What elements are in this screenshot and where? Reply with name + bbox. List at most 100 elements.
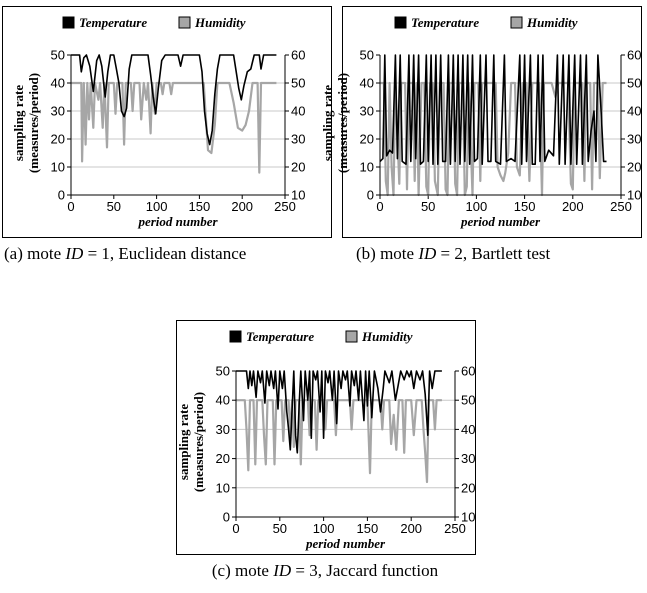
x-axis-label: period number — [460, 214, 541, 229]
chart-panel-b: Temperature Humidity 0 10 20 30 40 50 10 20 30 40 50… — [320, 6, 642, 238]
caption-a-prefix: (a) mote — [4, 244, 66, 263]
y-left-tick-label: 50 — [360, 48, 374, 63]
y-right-tick-label: 40 — [291, 104, 305, 119]
x-tick-label: 200 — [231, 199, 253, 214]
y-right-tick-label: 20 — [461, 480, 475, 495]
y-right-tick-label: 50 — [627, 76, 641, 91]
y-left-tick-label: 20 — [216, 451, 230, 466]
caption-c-suffix: = 3, Jaccard function — [291, 561, 439, 580]
x-tick-label: 50 — [273, 521, 287, 536]
legend-swatch-humidity — [178, 16, 191, 29]
legend-swatch-temperature — [62, 16, 75, 29]
x-axis-label: period number — [137, 214, 218, 229]
x-tick-label: 50 — [107, 199, 121, 214]
caption-b-prefix: (b) mote — [356, 244, 419, 263]
legend: Temperature Humidity — [394, 15, 578, 30]
series-line-temperature — [71, 54, 277, 146]
x-tick-label: 0 — [376, 199, 383, 214]
chart-a: Temperature Humidity 0 10 20 30 40 50 10 20 30 40 50… — [11, 15, 305, 229]
legend-label-temperature: Temperature — [411, 15, 479, 30]
x-tick-label: 100 — [146, 199, 168, 214]
y-right-tick-label: 30 — [291, 132, 305, 147]
caption-a-suffix: = 1, Euclidean distance — [83, 244, 247, 263]
y-left-tick-label: 20 — [51, 132, 65, 147]
y-axis-label-line1: sampling rate — [176, 404, 191, 480]
y-axis-label: sampling rate (measures/period) — [11, 73, 41, 173]
legend-swatch-temperature — [229, 330, 242, 343]
y-axis-label: sampling rate (measures/period) — [320, 73, 350, 173]
legend-label-humidity: Humidity — [194, 15, 246, 30]
x-tick-label: 250 — [274, 199, 296, 214]
legend-swatch-humidity — [345, 330, 358, 343]
y-left-tick-label: 10 — [360, 160, 374, 175]
y-right-tick-label: 20 — [291, 160, 305, 175]
x-tick-label: 150 — [357, 521, 379, 536]
caption-b-suffix: = 2, Bartlett test — [436, 244, 551, 263]
legend: Temperature Humidity — [229, 329, 413, 344]
y-left-tick-label: 50 — [216, 364, 230, 379]
x-tick-label: 150 — [189, 199, 211, 214]
caption-b: (b) mote ID = 2, Bartlett test — [356, 243, 646, 264]
chart-panel-c: Temperature Humidity 0 10 20 30 40 50 10 20 30 40 50… — [176, 320, 476, 555]
x-tick-label: 100 — [313, 521, 335, 536]
caption-a: (a) mote ID = 1, Euclidean distance — [4, 243, 330, 264]
x-tick-label: 100 — [466, 199, 488, 214]
y-right-tick-label: 10 — [461, 510, 475, 525]
series-line-temperature — [379, 54, 607, 165]
caption-c-id: ID — [273, 561, 292, 580]
chart-b: Temperature Humidity 0 10 20 30 40 50 10 20 30 40 50… — [320, 15, 641, 229]
x-tick-label: 0 — [67, 199, 74, 214]
y-left-tick-label: 20 — [360, 132, 374, 147]
y-right-tick-label: 10 — [291, 188, 305, 203]
y-left-tick-label: 30 — [360, 104, 374, 119]
y-axis-label-line2: (measures/period) — [335, 73, 350, 173]
y-left-tick-label: 0 — [223, 510, 230, 525]
x-tick-label: 250 — [444, 521, 466, 536]
y-left-tick-label: 10 — [51, 160, 65, 175]
series-line-humidity — [236, 399, 442, 484]
chart-panel-a: Temperature Humidity 0 10 20 30 40 50 10 20 30 40 50… — [2, 6, 332, 238]
y-axis-label-line1: sampling rate — [11, 85, 26, 161]
series-line-humidity — [71, 81, 277, 174]
y-right-tick-label: 60 — [461, 364, 475, 379]
legend-label-humidity: Humidity — [361, 329, 413, 344]
legend: Temperature Humidity — [62, 15, 246, 30]
y-right-tick-label: 30 — [627, 132, 641, 147]
y-left-tick-label: 0 — [58, 188, 65, 203]
x-tick-label: 250 — [610, 199, 632, 214]
legend-label-humidity: Humidity — [526, 15, 578, 30]
caption-c: (c) mote ID = 3, Jaccard function — [175, 560, 475, 581]
y-left-tick-label: 10 — [216, 480, 230, 495]
y-left-tick-label: 50 — [51, 48, 65, 63]
x-tick-label: 50 — [421, 199, 435, 214]
y-axis-label-line1: sampling rate — [320, 85, 335, 161]
y-right-tick-label: 20 — [627, 160, 641, 175]
y-axis-label-line2: (measures/period) — [191, 392, 206, 492]
y-right-tick-label: 40 — [461, 422, 475, 437]
y-left-tick-label: 40 — [216, 393, 230, 408]
y-right-tick-label: 60 — [291, 48, 305, 63]
caption-a-id: ID — [65, 244, 84, 263]
x-tick-label: 200 — [562, 199, 584, 214]
y-right-tick-label: 30 — [461, 451, 475, 466]
y-axis-label-line2: (measures/period) — [26, 73, 41, 173]
y-left-tick-label: 40 — [360, 76, 374, 91]
y-left-tick-label: 40 — [51, 76, 65, 91]
legend-swatch-temperature — [394, 16, 407, 29]
y-right-tick-label: 10 — [627, 188, 641, 203]
x-tick-label: 150 — [514, 199, 536, 214]
x-axis-label: period number — [305, 536, 386, 551]
x-tick-label: 200 — [400, 521, 422, 536]
y-left-tick-label: 30 — [216, 422, 230, 437]
y-right-tick-label: 40 — [627, 104, 641, 119]
legend-label-temperature: Temperature — [246, 329, 314, 344]
chart-c: Temperature Humidity 0 10 20 30 40 50 10 20 30 40 50… — [176, 329, 475, 551]
y-axis-label: sampling rate (measures/period) — [176, 392, 206, 492]
caption-c-prefix: (c) mote — [211, 561, 274, 580]
y-right-tick-label: 60 — [627, 48, 641, 63]
caption-b-id: ID — [418, 244, 437, 263]
legend-swatch-humidity — [510, 16, 523, 29]
series-line-temperature — [236, 370, 442, 454]
y-right-tick-label: 50 — [291, 76, 305, 91]
legend-label-temperature: Temperature — [79, 15, 147, 30]
